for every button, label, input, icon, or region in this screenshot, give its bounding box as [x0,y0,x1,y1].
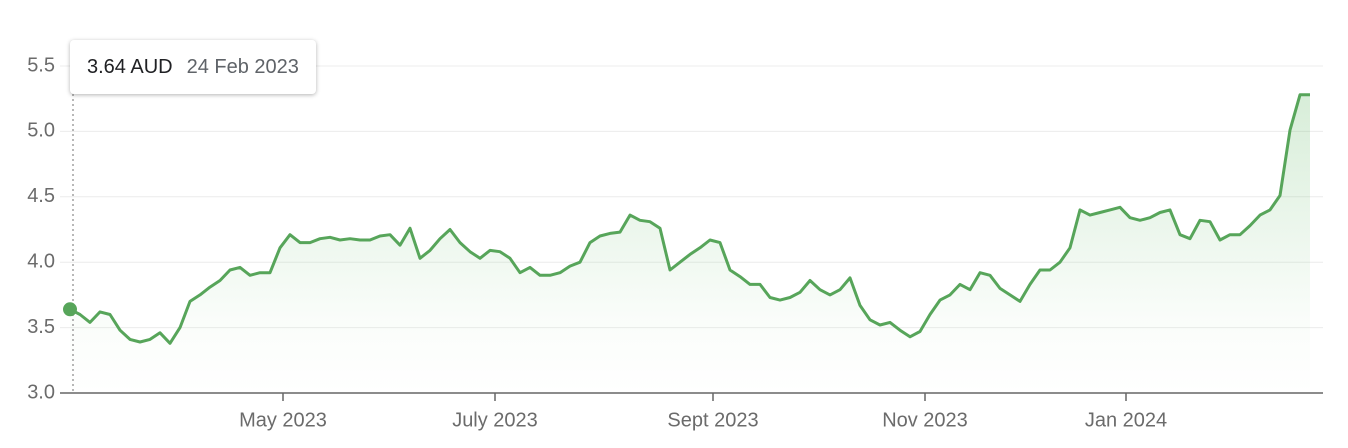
x-tick-label: Nov 2023 [882,409,968,431]
y-tick-label: 3.5 [27,316,55,338]
x-tick-label: May 2023 [239,409,327,431]
hover-point [63,302,77,317]
x-tick-label: July 2023 [452,409,538,431]
x-tick-label: Sept 2023 [667,409,758,431]
area [70,94,1310,394]
line [69,93,1310,345]
y-tick-label: 4.5 [27,185,55,207]
tooltip-date: 24 Feb 2023 [186,55,299,78]
y-tick-label: 4.0 [27,250,55,272]
y-tick-label: 5.0 [27,120,55,142]
y-tick-label: 5.5 [27,54,55,76]
y-tick-label: 3.0 [27,381,55,403]
tooltip: 3.64 AUD 24 Feb 2023 [70,40,316,94]
tooltip-value: 3.64 AUD [87,55,173,78]
x-tick-label: Jan 2024 [1085,409,1167,431]
